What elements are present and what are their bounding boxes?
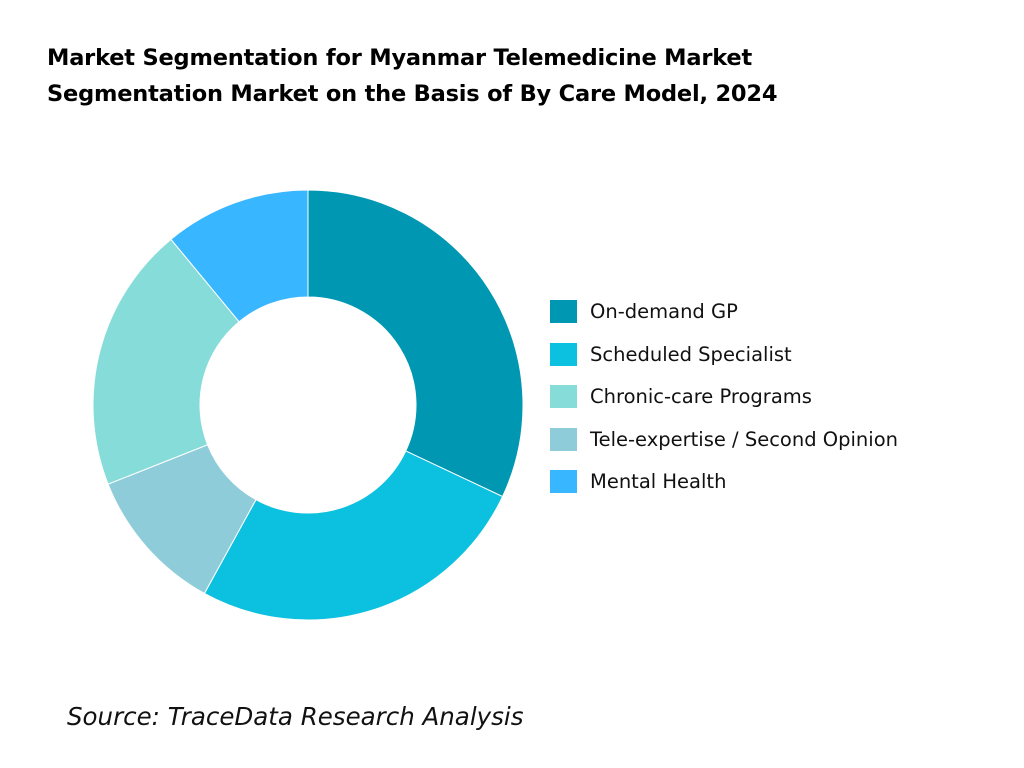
chart-title-line-2: Segmentation Market on the Basis of By C… (47, 81, 778, 107)
legend-label: Scheduled Specialist (590, 342, 792, 366)
legend-item: Chronic-care Programs (550, 382, 898, 425)
chart-legend: On-demand GP Scheduled Specialist Chronic-… (550, 297, 898, 510)
legend-label: On-demand GP (590, 300, 738, 323)
legend-label: Mental Health (590, 470, 727, 493)
donut-slice-chronic-care-programs (92, 238, 240, 485)
legend-label: Tele-expertise / Second Opinion (590, 427, 898, 451)
source-note: Source: TraceData Research Analysis (67, 702, 524, 731)
legend-item: On-demand GP (550, 297, 898, 340)
chart-title: Market Segmentation for Myanmar Telemedi… (47, 40, 977, 112)
legend-swatch (550, 427, 577, 451)
legend-swatch (550, 385, 577, 408)
donut-slice-mental-health (170, 189, 309, 323)
legend-label: Chronic-care Programs (590, 385, 812, 408)
legend-swatch (550, 300, 577, 323)
legend-item: Scheduled Specialist (550, 340, 898, 383)
legend-swatch (550, 470, 577, 493)
legend-item: Tele-expertise / Second Opinion (550, 425, 898, 468)
legend-swatch (550, 342, 577, 366)
donut-slice-scheduled-specialist (203, 450, 504, 621)
legend-item: Mental Health (550, 467, 898, 510)
donut-slice-on-demand-gp (307, 189, 524, 498)
chart-title-line-1: Market Segmentation for Myanmar Telemedi… (47, 45, 752, 71)
